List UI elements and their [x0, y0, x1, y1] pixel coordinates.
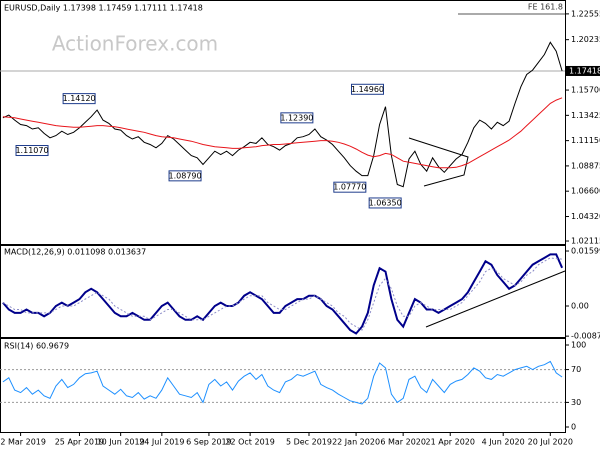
rsi-title: RSI(14) 60.9679: [4, 342, 69, 351]
current-price-box: [566, 65, 600, 76]
x-tick-label: 5 Dec 2019: [286, 438, 332, 447]
y-tick-label: 0.015991: [571, 247, 600, 256]
annotation-label: 1.14120: [63, 94, 96, 103]
x-tick-label: 24 Jul 2019: [139, 438, 184, 447]
x-tick-label: 22 Oct 2019: [225, 438, 274, 447]
annotation-label: 1.08790: [169, 171, 202, 180]
annotation-label: 1.14960: [351, 85, 384, 94]
annotation-box: [15, 145, 49, 157]
annotation-box: [280, 112, 314, 124]
triangle: [408, 137, 469, 187]
annotation-box: [350, 83, 384, 95]
annotation-box: [368, 197, 402, 209]
annotation-label: 1.07770: [333, 183, 366, 192]
x-tick-label: 12 Mar 2019: [0, 438, 46, 447]
annotation-box: [333, 181, 367, 193]
price-frame: [0, 0, 566, 245]
x-tick-label: 25 Apr 2019: [55, 438, 104, 447]
x-tick-label: 10 Jun 2019: [97, 438, 145, 447]
y-tick-label: 1.08875: [571, 161, 600, 170]
series-line: [2, 253, 564, 335]
annotation-box: [168, 170, 202, 182]
y-tick-label: 1.06600: [571, 187, 600, 196]
y-tick-label: 1.13425: [571, 111, 600, 120]
x-tick-label: 6 Mar 2020: [380, 438, 426, 447]
series-line: [2, 97, 563, 169]
annotation-box: [62, 93, 96, 105]
y-tick-label: 1.22555: [571, 9, 600, 18]
y-tick-label: 1.11150: [571, 136, 600, 145]
x-tick-label: 21 Apr 2020: [426, 438, 475, 447]
fe-label: FE 161.8: [528, 3, 563, 12]
annotation-label: 1.11070: [15, 146, 48, 155]
y-tick-label: -0.00876: [571, 332, 600, 341]
series-line: [2, 257, 563, 331]
annotation-label: 1.12390: [280, 113, 313, 122]
series-line: [2, 360, 563, 405]
y-tick-label: 1.20235: [571, 35, 600, 44]
macd-trendline: [425, 270, 566, 328]
annotation-label: 1.06350: [369, 198, 402, 207]
x-tick-label: 20 Jul 2020: [528, 438, 573, 447]
y-tick-label: 0: [571, 422, 576, 431]
macd-title: MACD(12,26,9) 0.011098 0.013637: [4, 248, 146, 257]
macd-frame: [0, 245, 566, 338]
x-tick-label: 6 Sep 2019: [186, 438, 232, 447]
x-tick-label: 4 Jun 2020: [482, 438, 525, 447]
y-tick-label: 1.04320: [571, 212, 600, 221]
y-tick-label: 30: [571, 398, 581, 407]
y-tick-label: 0.00: [571, 302, 589, 311]
y-tick-label: 1.15700: [571, 86, 600, 95]
watermark: ActionForex.com: [52, 32, 218, 56]
y-tick-label: 70: [571, 365, 581, 374]
price-title: EURUSD,Daily 1.17398 1.17459 1.17111 1.1…: [4, 4, 203, 13]
rsi-frame: [0, 338, 566, 433]
current-price-label: 1.17418: [569, 66, 600, 75]
series-line: [2, 41, 563, 188]
y-tick-label: 1.02115: [571, 237, 600, 246]
x-tick-label: 22 Jan 2020: [332, 438, 380, 447]
y-tick-label: 100: [571, 340, 586, 349]
